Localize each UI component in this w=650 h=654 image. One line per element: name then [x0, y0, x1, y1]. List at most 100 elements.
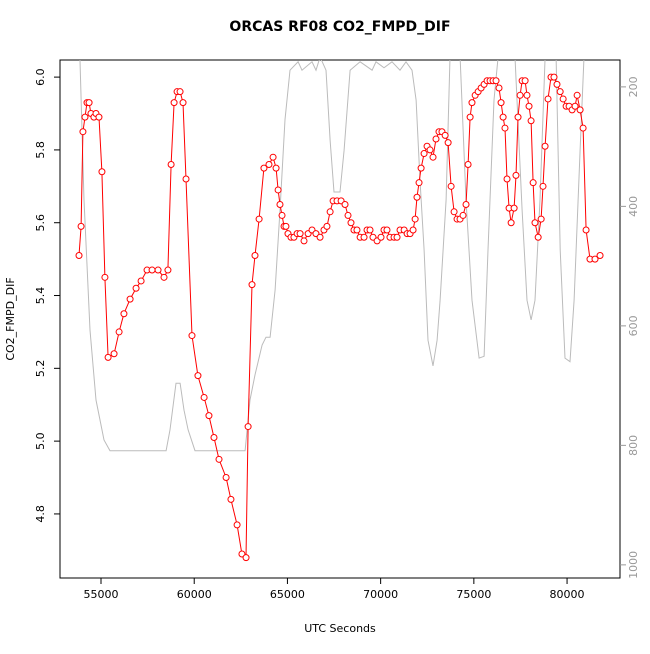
point	[559, 95, 567, 103]
point	[104, 353, 112, 361]
point	[79, 128, 87, 136]
y-axis-title: CO2_FMPD_DIF	[4, 277, 17, 360]
point	[556, 88, 564, 96]
point	[278, 211, 286, 219]
point	[164, 266, 172, 274]
point	[272, 164, 280, 172]
point	[160, 273, 168, 281]
point	[269, 153, 277, 161]
point	[514, 113, 522, 121]
point	[466, 113, 474, 121]
point	[579, 124, 587, 132]
point	[420, 150, 428, 158]
point	[462, 201, 470, 209]
point	[77, 222, 85, 230]
point	[450, 208, 458, 216]
point	[205, 412, 213, 420]
chart-title: ORCAS RF08 CO2_FMPD_DIF	[229, 19, 450, 35]
plot-frame	[59, 59, 621, 579]
point	[591, 255, 599, 263]
point	[415, 179, 423, 187]
point	[210, 433, 218, 441]
point	[353, 226, 361, 234]
point	[492, 77, 500, 85]
point	[411, 215, 419, 223]
point	[529, 179, 537, 187]
point	[276, 201, 284, 209]
point	[468, 99, 476, 107]
point	[244, 423, 252, 431]
point	[265, 160, 273, 168]
point	[507, 219, 515, 227]
x-axis-title: UTC Seconds	[304, 622, 376, 635]
point	[242, 554, 250, 562]
y-tick-label: 5.4	[34, 287, 47, 305]
point	[132, 284, 140, 292]
point	[576, 106, 584, 114]
point	[110, 350, 118, 358]
point	[447, 182, 455, 190]
point	[255, 215, 263, 223]
y-tick-label: 4.8	[34, 505, 47, 523]
point	[383, 226, 391, 234]
point	[582, 226, 590, 234]
point	[573, 91, 581, 99]
point	[366, 226, 374, 234]
point	[341, 201, 349, 209]
point	[571, 102, 579, 110]
y-tick-label: 5.2	[34, 360, 47, 378]
point	[170, 99, 178, 107]
y2-tick-label: 1000	[627, 551, 640, 579]
point	[413, 193, 421, 201]
point	[81, 113, 89, 121]
point	[534, 233, 542, 241]
point	[95, 113, 103, 121]
point	[282, 222, 290, 230]
point	[188, 332, 196, 340]
x-tick-label: 70000	[363, 588, 398, 601]
point	[233, 521, 241, 529]
point	[248, 281, 256, 289]
point	[516, 91, 524, 99]
point	[523, 91, 531, 99]
point	[527, 117, 535, 125]
point	[501, 124, 509, 132]
point	[115, 328, 123, 336]
point	[377, 233, 385, 241]
x-tick-label: 75000	[456, 588, 491, 601]
point	[85, 99, 93, 107]
point	[179, 99, 187, 107]
x-tick-label: 60000	[177, 588, 212, 601]
point	[541, 142, 549, 150]
point	[497, 99, 505, 107]
point	[531, 219, 539, 227]
series-line	[79, 60, 585, 452]
point	[227, 495, 235, 503]
point	[222, 474, 230, 482]
point	[316, 233, 324, 241]
y2-tick-label: 200	[627, 76, 640, 97]
x-tick-label: 65000	[270, 588, 305, 601]
point	[347, 219, 355, 227]
point	[459, 211, 467, 219]
point	[148, 266, 156, 274]
point	[429, 153, 437, 161]
point	[274, 186, 282, 194]
point	[360, 233, 368, 241]
point	[503, 175, 511, 183]
point	[499, 113, 507, 121]
y-tick-label: 5.6	[34, 214, 47, 232]
point	[101, 273, 109, 281]
point	[596, 251, 604, 259]
point	[167, 160, 175, 168]
point	[120, 310, 128, 318]
point	[260, 164, 268, 172]
point	[495, 84, 503, 92]
point	[98, 168, 106, 176]
point	[512, 171, 520, 179]
point	[464, 160, 472, 168]
y2-tick-label: 600	[627, 315, 640, 336]
point	[426, 146, 434, 154]
